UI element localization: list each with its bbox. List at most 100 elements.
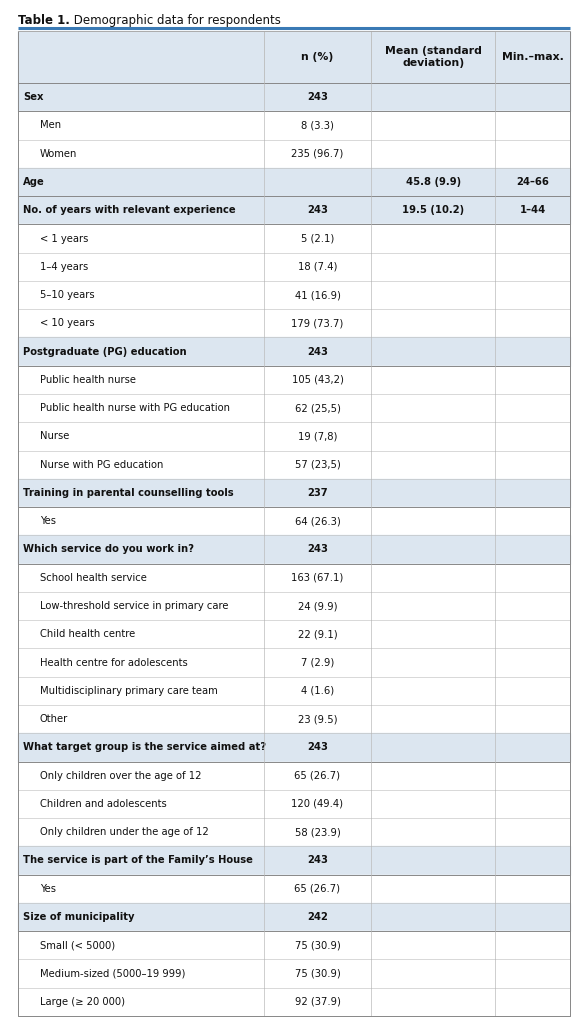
Text: 64 (26.3): 64 (26.3) bbox=[295, 516, 340, 526]
Text: 57 (23,5): 57 (23,5) bbox=[295, 460, 340, 470]
Text: 58 (23.9): 58 (23.9) bbox=[295, 827, 340, 838]
Text: 65 (26.7): 65 (26.7) bbox=[295, 771, 340, 780]
Text: 105 (43,2): 105 (43,2) bbox=[292, 375, 343, 385]
Bar bbox=[18, 931, 570, 959]
Text: < 1 years: < 1 years bbox=[40, 233, 88, 244]
Text: 243: 243 bbox=[307, 205, 328, 215]
Text: 237: 237 bbox=[307, 488, 328, 498]
Bar bbox=[18, 394, 570, 422]
Text: Large (≥ 20 000): Large (≥ 20 000) bbox=[40, 996, 125, 1007]
Bar bbox=[18, 959, 570, 988]
Text: Only children over the age of 12: Only children over the age of 12 bbox=[40, 771, 202, 780]
Text: 5 (2.1): 5 (2.1) bbox=[301, 233, 334, 244]
Bar bbox=[18, 31, 570, 83]
Bar bbox=[18, 621, 570, 648]
Bar bbox=[18, 422, 570, 451]
Text: Only children under the age of 12: Only children under the age of 12 bbox=[40, 827, 209, 838]
Bar bbox=[18, 451, 570, 479]
Bar bbox=[18, 592, 570, 621]
Bar bbox=[18, 790, 570, 818]
Text: 18 (7.4): 18 (7.4) bbox=[298, 262, 337, 271]
Text: Sex: Sex bbox=[23, 92, 44, 102]
Text: Other: Other bbox=[40, 714, 68, 724]
Text: 41 (16.9): 41 (16.9) bbox=[295, 290, 340, 300]
Text: 8 (3.3): 8 (3.3) bbox=[301, 121, 334, 130]
Text: Public health nurse with PG education: Public health nurse with PG education bbox=[40, 403, 230, 413]
Text: Children and adolescents: Children and adolescents bbox=[40, 799, 167, 809]
Bar bbox=[18, 83, 570, 112]
Text: Nurse with PG education: Nurse with PG education bbox=[40, 460, 163, 470]
Bar bbox=[18, 139, 570, 168]
Bar bbox=[18, 507, 570, 536]
Bar bbox=[18, 733, 570, 762]
Text: 120 (49.4): 120 (49.4) bbox=[292, 799, 343, 809]
Text: Nurse: Nurse bbox=[40, 431, 69, 441]
Bar bbox=[18, 168, 570, 196]
Text: Low-threshold service in primary care: Low-threshold service in primary care bbox=[40, 601, 229, 611]
Text: What target group is the service aimed at?: What target group is the service aimed a… bbox=[23, 742, 266, 753]
Bar bbox=[18, 196, 570, 224]
Text: 1–44: 1–44 bbox=[520, 205, 546, 215]
Text: 65 (26.7): 65 (26.7) bbox=[295, 884, 340, 894]
Text: Table 1.: Table 1. bbox=[18, 14, 70, 27]
Text: Medium-sized (5000–19 999): Medium-sized (5000–19 999) bbox=[40, 969, 185, 979]
Text: 243: 243 bbox=[307, 92, 328, 102]
Text: 24–66: 24–66 bbox=[516, 177, 549, 187]
Text: < 10 years: < 10 years bbox=[40, 318, 95, 329]
Bar bbox=[18, 479, 570, 507]
Bar bbox=[18, 536, 570, 563]
Text: 163 (67.1): 163 (67.1) bbox=[291, 572, 343, 583]
Text: 7 (2.9): 7 (2.9) bbox=[301, 657, 334, 668]
Text: 5–10 years: 5–10 years bbox=[40, 290, 95, 300]
Text: 75 (30.9): 75 (30.9) bbox=[295, 969, 340, 979]
Text: 242: 242 bbox=[307, 912, 328, 922]
Bar bbox=[18, 309, 570, 338]
Text: 243: 243 bbox=[307, 855, 328, 865]
Text: 4 (1.6): 4 (1.6) bbox=[301, 686, 334, 696]
Bar bbox=[18, 847, 570, 874]
Text: 22 (9.1): 22 (9.1) bbox=[298, 630, 338, 639]
Text: Multidisciplinary primary care team: Multidisciplinary primary care team bbox=[40, 686, 218, 696]
Text: 62 (25,5): 62 (25,5) bbox=[295, 403, 340, 413]
Text: 1–4 years: 1–4 years bbox=[40, 262, 88, 271]
Text: 92 (37.9): 92 (37.9) bbox=[295, 996, 340, 1007]
Text: Child health centre: Child health centre bbox=[40, 630, 135, 639]
Text: 24 (9.9): 24 (9.9) bbox=[298, 601, 337, 611]
Text: 243: 243 bbox=[307, 346, 328, 356]
Text: Health centre for adolescents: Health centre for adolescents bbox=[40, 657, 188, 668]
Text: 19.5 (10.2): 19.5 (10.2) bbox=[402, 205, 465, 215]
Bar bbox=[18, 705, 570, 733]
Text: School health service: School health service bbox=[40, 572, 147, 583]
Text: 45.8 (9.9): 45.8 (9.9) bbox=[406, 177, 461, 187]
Bar bbox=[18, 874, 570, 903]
Text: Public health nurse: Public health nurse bbox=[40, 375, 136, 385]
Bar bbox=[18, 818, 570, 847]
Bar bbox=[18, 677, 570, 705]
Text: Demographic data for respondents: Demographic data for respondents bbox=[70, 14, 281, 27]
Text: Min.–max.: Min.–max. bbox=[502, 52, 564, 62]
Bar bbox=[18, 563, 570, 592]
Text: Age: Age bbox=[23, 177, 45, 187]
Text: Postgraduate (PG) education: Postgraduate (PG) education bbox=[23, 346, 186, 356]
Bar bbox=[18, 762, 570, 790]
Bar bbox=[18, 112, 570, 139]
Text: Which service do you work in?: Which service do you work in? bbox=[23, 545, 194, 555]
Text: Mean (standard
deviation): Mean (standard deviation) bbox=[385, 46, 482, 68]
Bar bbox=[18, 338, 570, 366]
Text: Training in parental counselling tools: Training in parental counselling tools bbox=[23, 488, 233, 498]
Text: 19 (7,8): 19 (7,8) bbox=[298, 431, 337, 441]
Text: No. of years with relevant experience: No. of years with relevant experience bbox=[23, 205, 236, 215]
Text: 23 (9.5): 23 (9.5) bbox=[298, 714, 337, 724]
Text: Yes: Yes bbox=[40, 516, 56, 526]
Bar bbox=[18, 988, 570, 1016]
Text: 243: 243 bbox=[307, 742, 328, 753]
Text: Men: Men bbox=[40, 121, 61, 130]
Text: 243: 243 bbox=[307, 545, 328, 555]
Text: Yes: Yes bbox=[40, 884, 56, 894]
Bar bbox=[18, 366, 570, 394]
Text: 235 (96.7): 235 (96.7) bbox=[291, 148, 343, 159]
Bar bbox=[18, 253, 570, 281]
Text: The service is part of the Family’s House: The service is part of the Family’s Hous… bbox=[23, 855, 253, 865]
Text: n (%): n (%) bbox=[301, 52, 333, 62]
Text: Women: Women bbox=[40, 148, 78, 159]
